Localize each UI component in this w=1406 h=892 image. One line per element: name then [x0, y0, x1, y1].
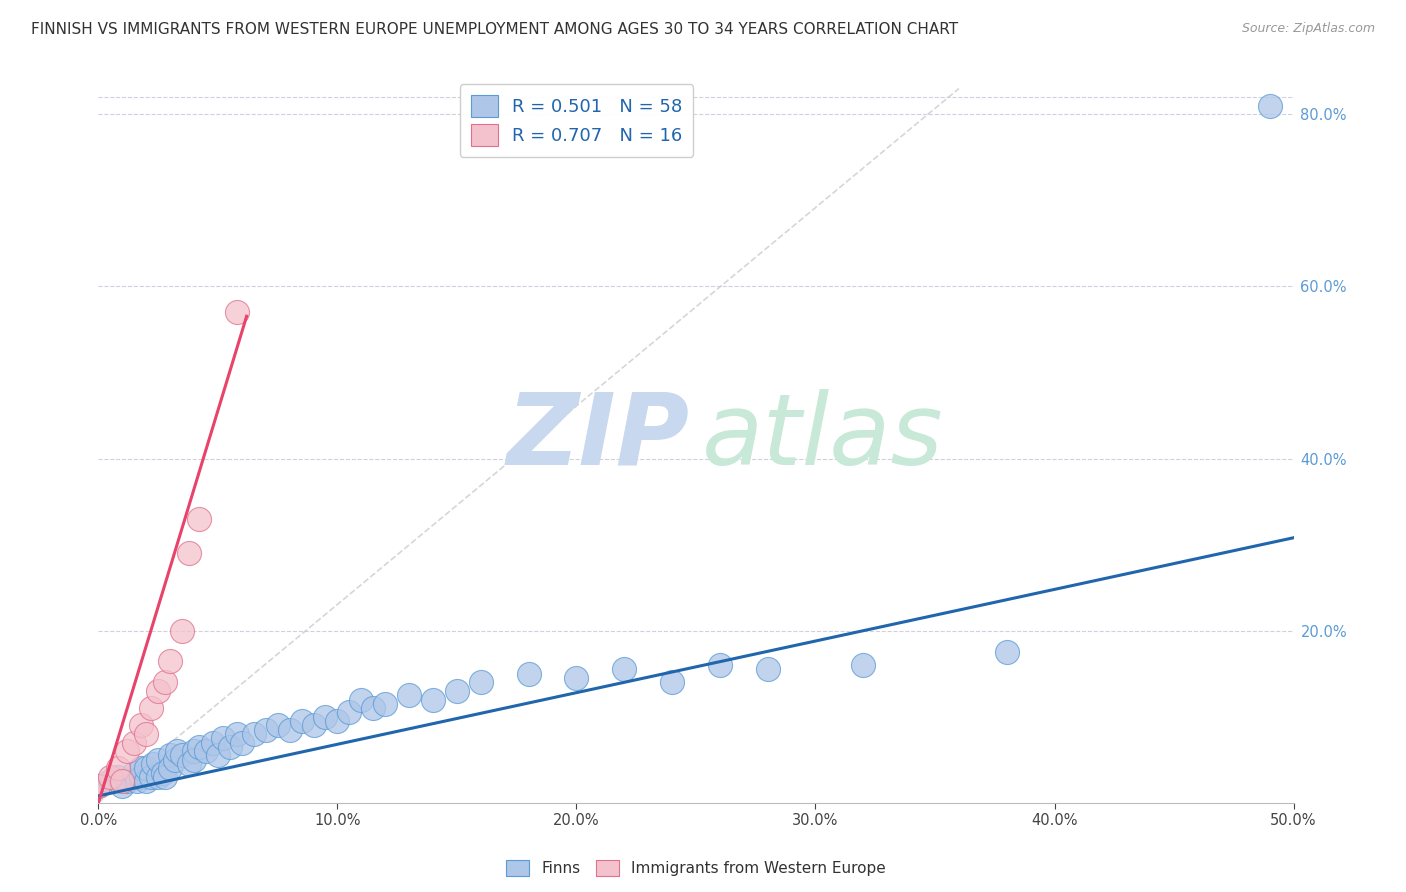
Point — [278, 723, 301, 737]
Point — [159, 654, 181, 668]
Point — [195, 744, 218, 758]
Point — [995, 645, 1018, 659]
Point — [135, 761, 157, 775]
Point — [207, 748, 229, 763]
Point — [446, 684, 468, 698]
Point — [115, 744, 138, 758]
Point — [183, 753, 205, 767]
Point — [517, 666, 540, 681]
Point — [115, 774, 138, 789]
Point — [756, 662, 779, 676]
Text: ZIP: ZIP — [508, 389, 690, 485]
Point — [159, 748, 181, 763]
Point — [398, 688, 420, 702]
Point — [124, 765, 146, 780]
Point — [852, 658, 875, 673]
Point — [267, 718, 290, 732]
Point — [98, 774, 122, 789]
Point — [107, 770, 129, 784]
Point — [148, 684, 170, 698]
Point — [302, 718, 325, 732]
Point — [326, 714, 349, 728]
Point — [172, 748, 194, 763]
Point — [613, 662, 636, 676]
Point — [111, 774, 134, 789]
Point — [135, 727, 157, 741]
Point — [107, 761, 129, 775]
Point — [98, 770, 122, 784]
Point — [131, 718, 153, 732]
Legend: Finns, Immigrants from Western Europe: Finns, Immigrants from Western Europe — [501, 855, 891, 882]
Point — [131, 770, 153, 784]
Point — [422, 692, 444, 706]
Point — [709, 658, 731, 673]
Text: atlas: atlas — [702, 389, 943, 485]
Point — [166, 744, 188, 758]
Point — [231, 735, 253, 749]
Point — [187, 739, 209, 754]
Point — [142, 757, 165, 772]
Point — [339, 706, 361, 720]
Point — [363, 701, 385, 715]
Point — [172, 624, 194, 638]
Point — [125, 774, 148, 789]
Point — [350, 692, 373, 706]
Point — [470, 675, 492, 690]
Point — [291, 714, 314, 728]
Point — [155, 675, 177, 690]
Point — [254, 723, 277, 737]
Point — [124, 735, 146, 749]
Text: FINNISH VS IMMIGRANTS FROM WESTERN EUROPE UNEMPLOYMENT AMONG AGES 30 TO 34 YEARS: FINNISH VS IMMIGRANTS FROM WESTERN EUROP… — [31, 22, 957, 37]
Point — [243, 727, 266, 741]
Point — [315, 710, 337, 724]
Point — [226, 727, 249, 741]
Point — [219, 739, 242, 754]
Point — [565, 671, 588, 685]
Point — [87, 779, 110, 793]
Point — [155, 770, 177, 784]
Point — [179, 546, 201, 560]
Point — [139, 770, 162, 784]
Point — [148, 753, 170, 767]
Text: Source: ZipAtlas.com: Source: ZipAtlas.com — [1241, 22, 1375, 36]
Point — [152, 765, 174, 780]
Point — [159, 761, 181, 775]
Point — [135, 774, 157, 789]
Point — [187, 512, 209, 526]
Point — [374, 697, 396, 711]
Point — [87, 779, 110, 793]
Point — [139, 701, 162, 715]
Point — [111, 779, 134, 793]
Point — [183, 744, 205, 758]
Point — [211, 731, 233, 746]
Point — [131, 761, 153, 775]
Point — [661, 675, 683, 690]
Point — [202, 735, 225, 749]
Point — [163, 753, 186, 767]
Point — [148, 770, 170, 784]
Point — [226, 305, 249, 319]
Point — [179, 757, 201, 772]
Point — [1258, 99, 1281, 113]
